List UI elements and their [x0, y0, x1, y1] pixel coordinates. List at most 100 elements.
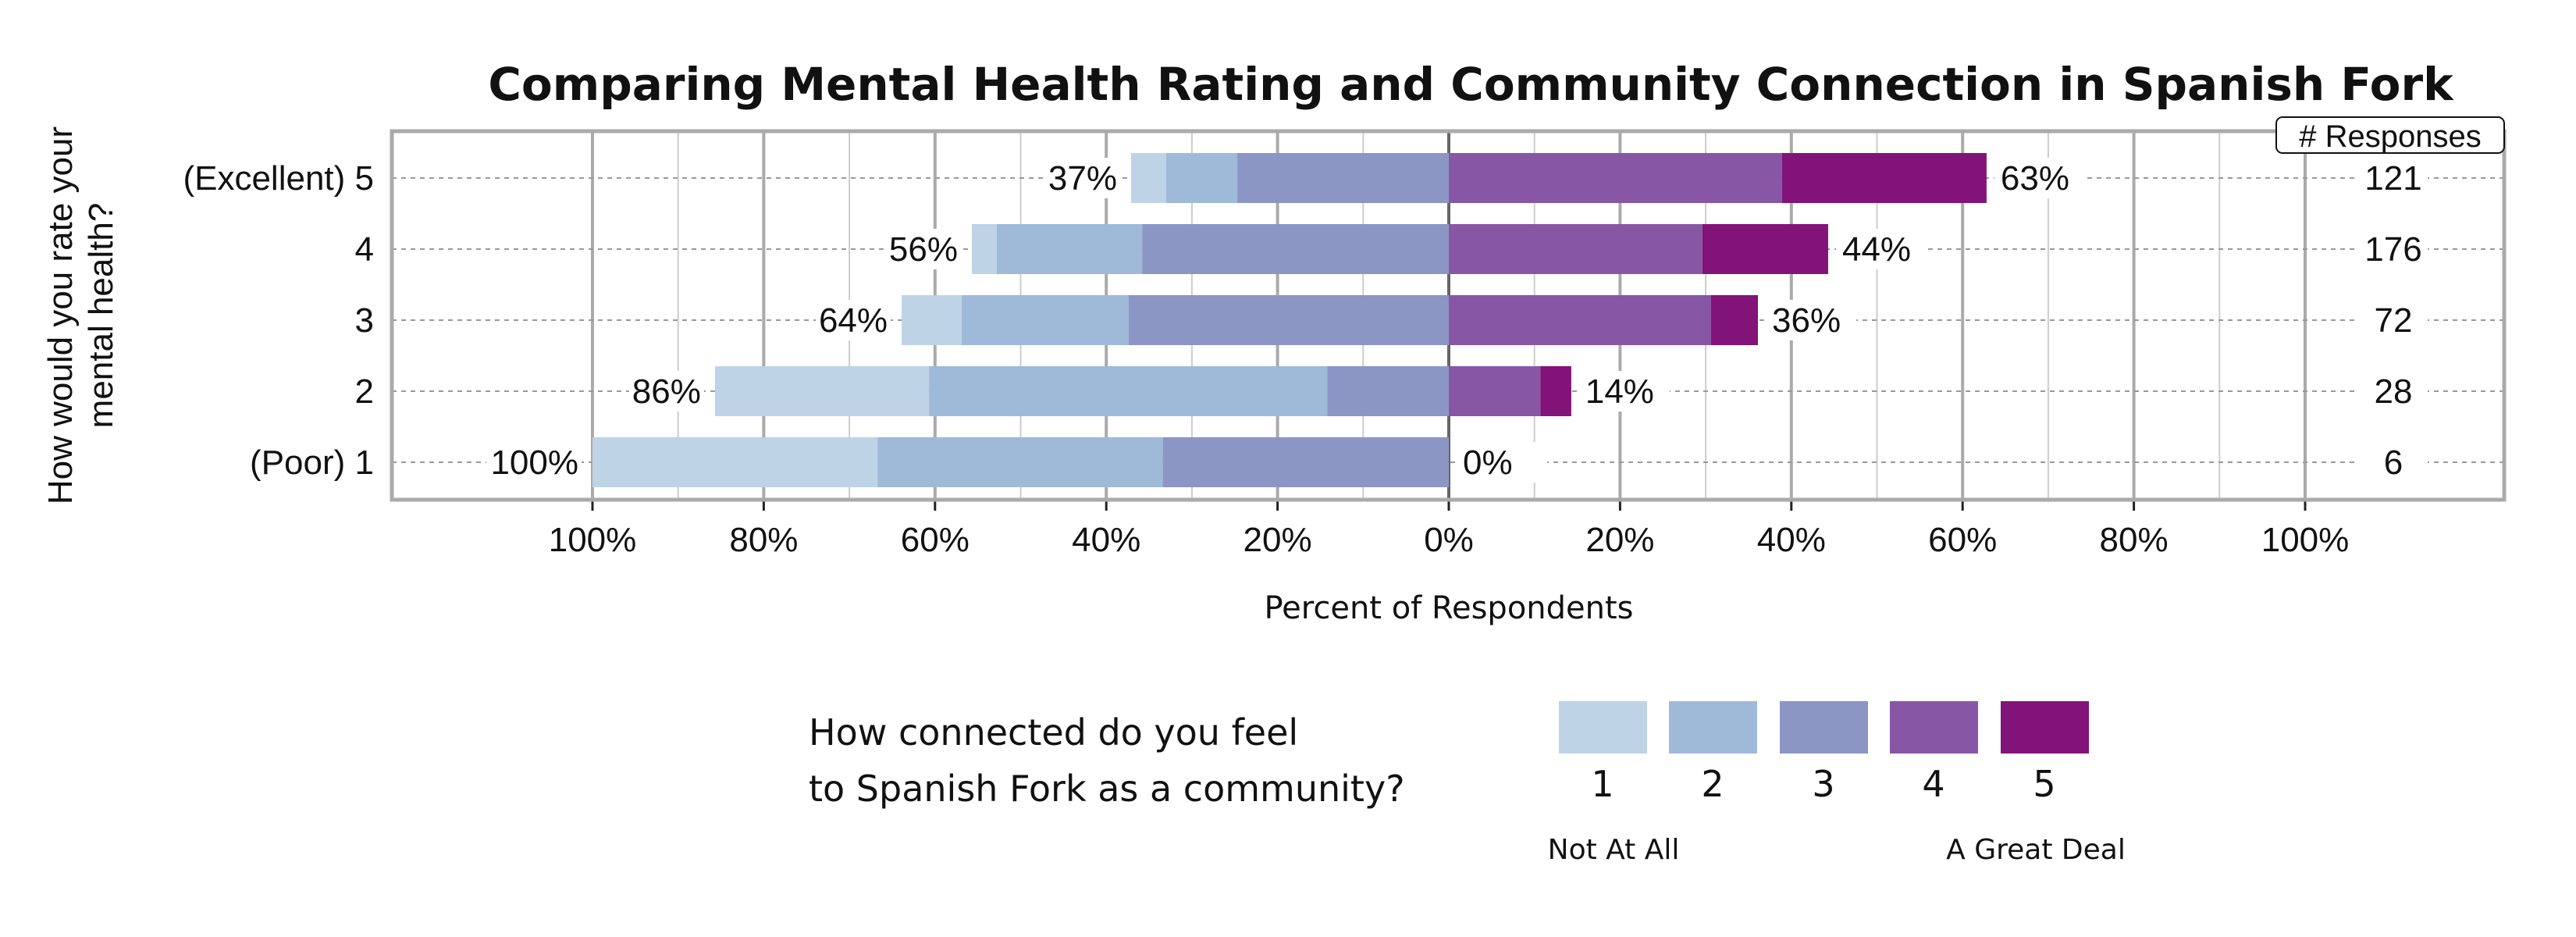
- label-background: [486, 442, 582, 483]
- legend-swatch: [1559, 701, 1647, 754]
- label-background: [1045, 158, 1121, 198]
- label-background: [2357, 158, 2428, 198]
- bar-segment-2: [996, 224, 1143, 274]
- x-axis-title: Percent of Respondents: [1264, 590, 1633, 626]
- bar-segment-3: [1162, 437, 1449, 487]
- x-tick-label: 40%: [1757, 521, 1826, 559]
- y-axis-title-line2: mental health?: [82, 203, 120, 429]
- x-tick-label: 80%: [2100, 521, 2169, 559]
- right-percent-label: 36%: [1772, 301, 1841, 340]
- bar-segment-5: [1540, 366, 1571, 416]
- y-axis-title-line1: How would you rate your: [41, 126, 80, 504]
- x-tick-label: 60%: [1928, 521, 1997, 559]
- legend-swatch: [1780, 701, 1868, 754]
- label-background: [1994, 158, 2085, 198]
- data-labels: 37% 63% 121 56% 44% 176 64% 36% 72 86% 14% 28 100% 0%…: [486, 158, 2428, 483]
- y-category-labels: (Excellent) 5 4 3 2 (Poor) 1: [183, 159, 374, 482]
- label-background: [1835, 229, 1927, 269]
- legend-swatch: [1890, 701, 1978, 754]
- bar-segment-1: [1131, 153, 1166, 203]
- label-background: [1457, 442, 1547, 483]
- left-percent-label: 37%: [1048, 159, 1117, 198]
- x-tick-label: 20%: [1585, 521, 1654, 559]
- bar-segment-4: [1449, 224, 1703, 274]
- label-background: [1578, 371, 1670, 411]
- y-category-label: (Poor) 1: [250, 444, 374, 482]
- responses-header: # Responses: [2275, 116, 2505, 154]
- legend-high-label: A Great Deal: [1946, 834, 2126, 866]
- y-category-label: 2: [355, 372, 374, 411]
- legend-low-label: Not At All: [1548, 834, 1680, 866]
- response-count: 176: [2364, 230, 2421, 269]
- legend-swatch: [1669, 701, 1757, 754]
- right-percent-label: 0%: [1463, 444, 1513, 482]
- right-percent-label: 44%: [1842, 230, 1911, 269]
- right-percent-label: 14%: [1585, 372, 1654, 411]
- response-count: 121: [2364, 159, 2421, 198]
- legend-title-line1: How connected do you feel: [809, 711, 1298, 754]
- response-count: 72: [2375, 301, 2413, 340]
- x-tick-label: 100%: [2261, 521, 2350, 559]
- left-percent-label: 56%: [889, 230, 958, 269]
- bar-segment-4: [1449, 153, 1782, 203]
- bar-segment-1: [971, 224, 997, 274]
- x-tick-label: 80%: [729, 521, 798, 559]
- label-background: [885, 229, 961, 269]
- right-percent-label: 63%: [2001, 159, 2069, 198]
- response-count: 6: [2384, 444, 2403, 482]
- bar-segment-5: [1781, 153, 1987, 203]
- y-category-label: (Excellent) 5: [183, 159, 374, 198]
- bar-segment-1: [714, 366, 930, 416]
- legend-item-4: 4: [1890, 701, 1978, 805]
- bar-segment-1: [592, 437, 878, 487]
- legend-item-1: 1: [1559, 701, 1647, 805]
- legend-item-5: 5: [2001, 701, 2089, 805]
- bar-segment-3: [1327, 366, 1449, 416]
- bar-segment-4: [1449, 295, 1711, 345]
- x-tick-label: 40%: [1072, 521, 1140, 559]
- bar-segment-4: [1449, 366, 1541, 416]
- legend-swatch: [2001, 701, 2089, 754]
- bar-segment-3: [1128, 295, 1449, 345]
- x-tick-labels: 100% 80% 60% 40% 20% 0% 20% 40% 60% 80% 100%: [549, 521, 2350, 559]
- legend-item-3: 3: [1780, 701, 1868, 805]
- x-tick-label: 0%: [1424, 521, 1474, 559]
- bar-segment-3: [1142, 224, 1449, 274]
- x-tick-label: 20%: [1244, 521, 1312, 559]
- label-background: [2357, 371, 2428, 411]
- bar-segment-3: [1237, 153, 1449, 203]
- legend: How connected do you feel to Spanish For…: [809, 701, 2126, 866]
- bar-segment-2: [877, 437, 1163, 487]
- left-percent-label: 100%: [490, 444, 578, 482]
- legend-title-line2: to Spanish Fork as a community?: [809, 768, 1405, 810]
- legend-label: 4: [1922, 763, 1944, 805]
- legend-item-2: 2: [1669, 701, 1757, 805]
- legend-label: 1: [1591, 763, 1614, 805]
- bar-segment-1: [902, 295, 962, 345]
- label-background: [2357, 229, 2428, 269]
- bar-segment-2: [961, 295, 1129, 345]
- chart-title: Comparing Mental Health Rating and Commu…: [488, 58, 2454, 111]
- label-background: [2357, 442, 2428, 483]
- label-background: [816, 300, 891, 340]
- bar-segment-2: [1165, 153, 1238, 203]
- legend-label: 2: [1701, 763, 1724, 805]
- plot-frame: [390, 129, 2507, 502]
- responses-header-label: # Responses: [2299, 119, 2481, 154]
- x-tick-label: 60%: [901, 521, 970, 559]
- y-category-label: 4: [355, 230, 374, 269]
- label-background: [1766, 300, 1857, 340]
- left-percent-label: 86%: [632, 372, 701, 411]
- bar-segment-5: [1710, 295, 1759, 345]
- label-background: [2357, 300, 2428, 340]
- legend-label: 5: [2033, 763, 2055, 805]
- bars: [592, 153, 1987, 487]
- response-count: 28: [2375, 372, 2413, 411]
- bar-segment-5: [1702, 224, 1828, 274]
- label-background: [628, 371, 704, 411]
- x-tick-label: 100%: [549, 521, 637, 559]
- bar-segment-2: [929, 366, 1328, 416]
- y-category-label: 3: [355, 301, 374, 340]
- left-percent-label: 64%: [819, 301, 888, 340]
